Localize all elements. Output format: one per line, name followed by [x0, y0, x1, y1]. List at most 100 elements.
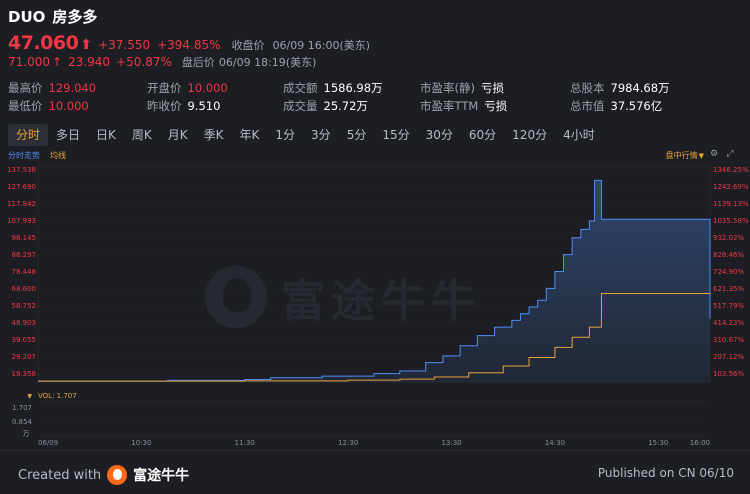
- x-axis: 06/09 10:30 11:30 12:30 13:30 14:30 15:30 16:00: [38, 439, 710, 447]
- x-tick: 15:30: [648, 439, 668, 447]
- stat-value: 亏损: [480, 81, 504, 95]
- y-tick-right: 621.35%: [713, 285, 744, 293]
- y-tick-left: 78.448: [12, 268, 37, 276]
- stat-label: 最高价: [8, 81, 43, 95]
- stat-label: 成交额: [283, 81, 318, 95]
- after-hours-time: 06/09 18:19(美东): [218, 56, 317, 69]
- tab-14[interactable]: 4小时: [563, 128, 595, 142]
- company-name: 房多多: [52, 8, 98, 26]
- x-tick: 16:00: [690, 439, 710, 447]
- stat-label: 市盈率(静): [420, 81, 475, 95]
- stat-value: 7984.68万: [610, 81, 670, 95]
- y-tick-left: 29.207: [12, 353, 37, 361]
- tab-0[interactable]: 分时: [8, 124, 49, 146]
- stat-open: 开盘价 10.000: [147, 80, 228, 97]
- tab-2[interactable]: 日K: [96, 128, 116, 142]
- tab-4[interactable]: 月K: [167, 128, 188, 142]
- stat-shares: 总股本 7984.68万: [570, 80, 670, 97]
- x-tick: 14:30: [545, 439, 565, 447]
- market-mode-dropdown[interactable]: 盘中行情▼: [666, 150, 704, 161]
- y-tick-left: 58.752: [12, 302, 37, 310]
- y-tick-left: 127.690: [7, 183, 36, 191]
- x-tick: 13:30: [441, 439, 461, 447]
- intraday-chart[interactable]: 137.538 127.690 117.842 107.993 98.145 88.297…: [0, 148, 750, 448]
- volume-unit: 万: [23, 430, 30, 438]
- settings-icon[interactable]: ⚙: [709, 149, 719, 159]
- quote-header: DUO 房多多 47.060 ⬆ +37.550 +394.85% 收盘价 06…: [8, 6, 742, 70]
- tab-12[interactable]: 60分: [468, 128, 497, 142]
- y-tick-right: 724.90%: [713, 268, 744, 276]
- tab-6[interactable]: 年K: [239, 128, 260, 142]
- stat-turnover: 成交额 1586.98万: [283, 80, 383, 97]
- intraday-legend: 分时走势: [8, 151, 40, 160]
- after-hours-label: 盘后价: [181, 56, 215, 69]
- y-axis-left: 137.538 127.690 117.842 107.993 98.145 88.297…: [7, 166, 36, 378]
- tab-11[interactable]: 30分: [425, 128, 453, 142]
- tab-10[interactable]: 15分: [382, 128, 410, 142]
- stat-label: 总股本: [570, 81, 605, 95]
- stat-high: 最高价 129.040: [8, 80, 96, 97]
- close-time: 06/09 16:00(美东): [272, 39, 371, 52]
- tab-1[interactable]: 多日: [56, 128, 81, 142]
- y-tick-left: 117.842: [7, 200, 36, 208]
- y-tick-left: 19.358: [12, 370, 37, 378]
- avg-legend: 均线: [50, 151, 66, 160]
- after-hours-change: 23.940: [68, 55, 111, 69]
- y-tick-right: 1242.69%: [713, 183, 749, 191]
- y-tick-right: 310.67%: [713, 336, 744, 344]
- watermark-text: 富途牛牛: [281, 276, 481, 327]
- ticker-symbol: DUO: [8, 8, 46, 26]
- x-tick: 11:30: [235, 439, 255, 447]
- fullscreen-icon[interactable]: ⤢: [726, 149, 734, 159]
- stat-value: 1586.98万: [323, 81, 383, 95]
- chevron-down-icon: ▼: [698, 152, 704, 160]
- y-tick-left: 39.055: [12, 336, 37, 344]
- stat-label: 成交量: [283, 99, 318, 113]
- stat-value: 25.72万: [323, 99, 368, 113]
- after-hours-change-pct: +50.87%: [116, 55, 172, 69]
- stat-label: 总市值: [570, 99, 605, 113]
- y-tick-right: 414.23%: [713, 319, 744, 327]
- tab-8[interactable]: 3分: [311, 128, 331, 142]
- y-tick-right: 932.02%: [713, 234, 744, 242]
- tab-13[interactable]: 120分: [512, 128, 548, 142]
- market-mode-label: 盘中行情: [665, 151, 698, 160]
- price-area-fill: [38, 180, 710, 382]
- published-date: Published on CN 06/10: [597, 466, 734, 480]
- x-tick: 12:30: [338, 439, 358, 447]
- tab-7[interactable]: 1分: [275, 128, 296, 142]
- y-axis-right: 1346.25% 1242.69% 1139.13% 1035.58% 932.02% 8…: [713, 166, 749, 378]
- y-tick-right: 1346.25%: [713, 166, 749, 174]
- tab-9[interactable]: 5分: [346, 128, 367, 142]
- volume-panel: VOL: 1.707 ▼ 1.707 0.854 万: [12, 392, 77, 438]
- stat-value: 9.510: [187, 99, 221, 113]
- stats-grid: 最高价 129.040 最低价 10.000 开盘价 10.000 昨收价 9.…: [8, 80, 742, 116]
- created-with-label: Created with: [18, 467, 102, 483]
- stat-value: 10.000: [48, 99, 89, 113]
- stat-market-cap: 总市值 37.576亿: [570, 98, 662, 115]
- stat-volume: 成交量 25.72万: [283, 98, 368, 115]
- y-tick-left: 98.145: [12, 234, 37, 242]
- stat-value: 37.576亿: [610, 99, 663, 113]
- last-price: 47.060: [8, 32, 79, 54]
- y-tick-left: 68.600: [12, 285, 37, 293]
- volume-bars: [38, 401, 710, 437]
- brand-name: 富途牛牛: [133, 468, 190, 484]
- close-label: 收盘价: [231, 39, 265, 52]
- x-tick: 06/09: [38, 439, 58, 447]
- price-change-pct: +394.85%: [157, 38, 221, 52]
- y-tick-left: 107.993: [7, 217, 36, 225]
- watermark: 富途牛牛: [205, 265, 481, 329]
- price-row: 47.060 ⬆ +37.550 +394.85% 收盘价 06/09 16:0…: [8, 32, 742, 54]
- stat-value: 129.040: [48, 81, 97, 95]
- y-tick-left: 137.538: [7, 166, 36, 174]
- price-line: [38, 179, 711, 382]
- stat-prev-close: 昨收价 9.510: [147, 98, 220, 115]
- tab-3[interactable]: 周K: [131, 128, 152, 142]
- y-tick-right: 1035.58%: [713, 217, 749, 225]
- tab-5[interactable]: 季K: [203, 128, 224, 142]
- created-with: Created with 富途牛牛: [18, 465, 189, 485]
- stat-label: 最低价: [8, 99, 43, 113]
- y-tick-right: 103.56%: [713, 370, 744, 378]
- avg-line: [38, 292, 711, 382]
